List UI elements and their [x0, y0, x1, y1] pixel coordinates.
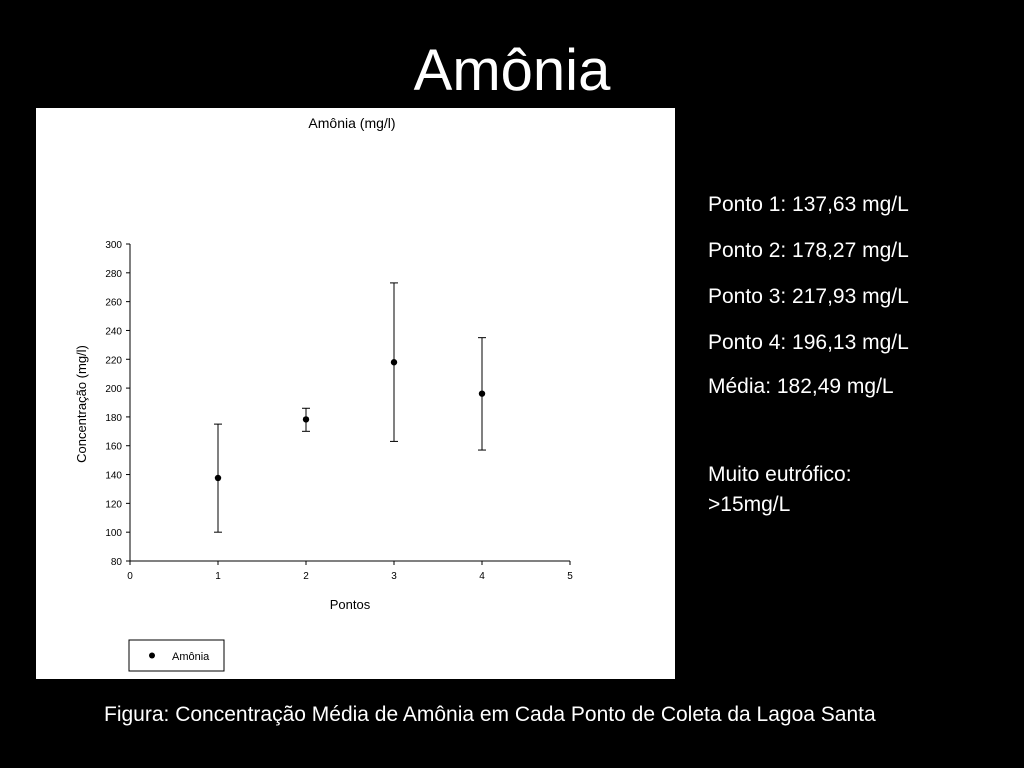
stat-ponto-4: Ponto 4: 196,13 mg/L: [708, 331, 909, 354]
x-tick-label: 5: [567, 571, 573, 582]
x-tick-label: 2: [303, 571, 309, 582]
data-point: [478, 390, 486, 397]
legend: Amônia: [128, 639, 225, 672]
y-tick-label: 300: [105, 240, 122, 251]
legend-marker: [149, 652, 155, 659]
legend-label: Amônia: [172, 651, 210, 663]
y-tick-label: 260: [105, 298, 122, 309]
y-tick-label: 180: [105, 413, 122, 424]
y-tick-label: 160: [105, 442, 122, 453]
x-tick-label: 1: [215, 571, 221, 582]
y-tick-label: 80: [111, 557, 123, 568]
chart-marks: [214, 282, 486, 533]
x-axis-label: Pontos: [330, 597, 371, 612]
stat-ponto-2: Ponto 2: 178,27 mg/L: [708, 239, 909, 262]
y-axis-label: Concentração (mg/l): [74, 345, 89, 463]
x-tick-label: 0: [127, 571, 133, 582]
chart-svg: Amônia (mg/l) 80100120140160180200220240…: [74, 115, 573, 672]
chart-title: Amônia (mg/l): [308, 115, 395, 131]
slide-title: Amônia: [413, 38, 611, 103]
data-point: [302, 416, 310, 423]
chart-axes: 80 100 120 140 160 180 200 220 240 260 280 300 0 1 2 3 4…: [105, 240, 573, 582]
y-tick-label: 240: [105, 326, 122, 337]
x-tick-label: 3: [391, 571, 397, 582]
eutrophic-note-line-2: >15mg/L: [708, 493, 791, 516]
y-tick-label: 280: [105, 269, 122, 280]
stat-ponto-3: Ponto 3: 217,93 mg/L: [708, 285, 909, 308]
y-tick-label: 140: [105, 471, 122, 482]
y-tick-label: 220: [105, 355, 122, 366]
eutrophic-note: Muito eutrófico: >15mg/L: [708, 460, 1008, 520]
stat-ponto-1: Ponto 1: 137,63 mg/L: [708, 193, 909, 216]
chart-panel: Amônia (mg/l) 80 100 120 140 160 180 200 220 240…: [36, 108, 675, 679]
y-tick-label: 200: [105, 384, 122, 395]
legend-box: [128, 639, 225, 672]
stat-media: Média: 182,49 mg/L: [708, 375, 894, 398]
x-tick-label: 4: [479, 571, 485, 582]
data-point: [214, 474, 222, 482]
y-tick-label: 120: [105, 499, 122, 510]
stats-panel: Ponto 1: 137,63 mg/L Ponto 2: 178,27 mg/…: [708, 190, 1008, 520]
y-tick-label: 100: [105, 528, 122, 539]
figure-caption: Figura: Concentração Média de Amônia em …: [104, 703, 876, 726]
data-point: [390, 359, 398, 366]
eutrophic-note-line-1: Muito eutrófico:: [708, 463, 852, 486]
